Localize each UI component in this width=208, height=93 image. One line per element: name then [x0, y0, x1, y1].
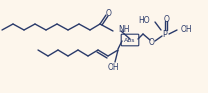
Text: O: O: [149, 37, 155, 46]
Text: O: O: [164, 15, 170, 24]
Text: Abs: Abs: [124, 37, 136, 43]
Text: OH: OH: [107, 62, 119, 72]
Text: NH: NH: [118, 24, 130, 33]
Text: HO: HO: [138, 16, 150, 24]
FancyBboxPatch shape: [121, 34, 139, 46]
Text: P: P: [163, 29, 167, 39]
Text: O: O: [106, 8, 112, 17]
Text: OH: OH: [181, 24, 193, 33]
